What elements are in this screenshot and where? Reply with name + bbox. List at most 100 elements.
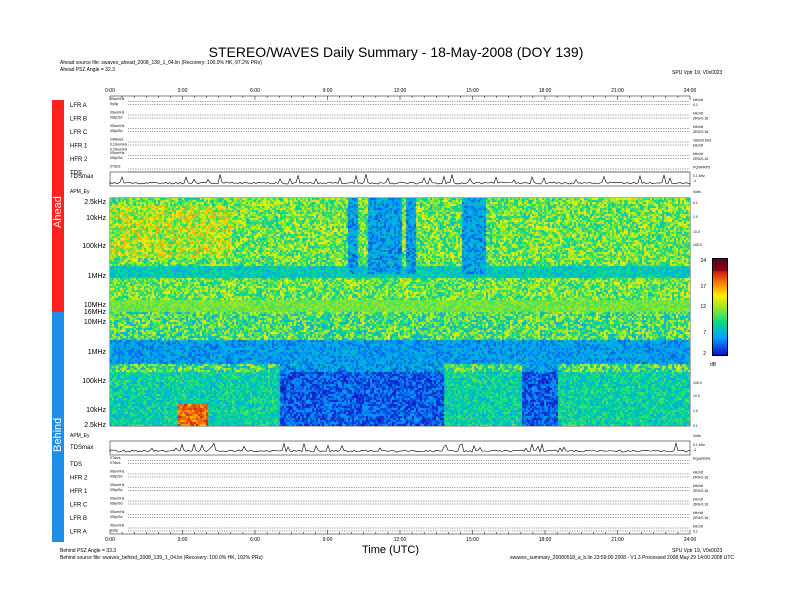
- behind-row-sublabel: 0Tds/s: [110, 461, 121, 465]
- time-tick-label-bottom: 15:00: [466, 537, 479, 543]
- behind-row-right-label: kHz/dt: [693, 471, 703, 475]
- behind-angle-text: Behind PSZ Angle = 33.3: [60, 548, 117, 554]
- ahead-angle-text: Ahead PSZ Angle = 32.3: [60, 67, 115, 73]
- tdsmax-ahead-frame: [109, 171, 691, 187]
- colorbar-tick-label: 2: [703, 351, 706, 357]
- ahead-row-sublabel: 0.2Sum/Hz: [110, 148, 128, 152]
- ahead-right-text: SPU Vptr 19, V0x0023: [672, 70, 723, 76]
- behind-row-right-label: 0.1: [693, 530, 698, 534]
- tdsmax-behind-right: 0.1 kHz: [693, 443, 705, 447]
- behind-row-right-label: ZRG/0.16: [693, 476, 708, 480]
- time-tick-label-top: 21:00: [611, 88, 624, 94]
- page-title: STEREO/WAVES Daily Summary - 18-May-2008…: [208, 44, 584, 60]
- ahead-row-sublabel: GWaves: [110, 138, 124, 142]
- right-freq-label-behind: 100.0: [693, 381, 702, 385]
- time-tick-label-bottom: 21:00: [611, 537, 624, 543]
- time-tick-label-top: 18:00: [539, 88, 552, 94]
- behind-right-text-2: swaves_summary_20080518_a_b.lin 23:59:00…: [510, 555, 735, 561]
- ahead-row-label: HFR 2: [70, 157, 88, 163]
- ahead-row-right-label: ZRG/0.16: [693, 130, 708, 134]
- behind-row-sublabel: 0Sum/Hz: [110, 483, 125, 487]
- freq-label-middle: 16MHz: [84, 309, 107, 316]
- right-freq-label-behind: 0.1: [693, 424, 698, 428]
- ahead-row-sublabel: 0Sum/Hz: [110, 151, 125, 155]
- behind-row-label: LFR B: [70, 516, 87, 522]
- colorbar-tick-label: 12: [700, 304, 706, 310]
- tdsmax-ahead-label: TDSmax: [70, 174, 93, 180]
- behind-row-right-label: kHz/dt: [693, 484, 703, 488]
- freq-label-behind: 2.5kHz: [84, 422, 106, 429]
- ahead-row-right-label: kHz/dt: [693, 112, 703, 116]
- behind-row-sublabel: 0Tds/s: [110, 456, 121, 460]
- ahead-source-text: Ahead source file: swaves_ahead_2008_139…: [60, 60, 262, 66]
- ahead-row-label: HFR 1: [70, 144, 88, 150]
- ahead-row-right-label: 0.1: [693, 103, 698, 107]
- behind-right-text-1: SPU Vptr 19, V0x0023: [672, 548, 723, 554]
- tdsmax-behind-frame: [109, 440, 691, 456]
- time-tick-label-bottom: 6:00: [250, 537, 260, 543]
- behind-row-right-label: PQ/0FRPS: [693, 457, 711, 461]
- ahead-row-right-label: kHz/dt: [693, 98, 703, 102]
- colorbar-unit-label: dB: [710, 362, 717, 368]
- colorbar: [712, 258, 728, 356]
- behind-row-sublabel: 0Sum/Hz: [110, 470, 125, 474]
- ahead-row-sublabel: 0SIp/Sd: [110, 129, 123, 133]
- freq-label-behind: 1MHz: [88, 349, 107, 356]
- behind-row-label: LFR C: [70, 503, 88, 509]
- time-tick-label-bottom: 12:00: [394, 537, 407, 543]
- tdsmax-ahead-right: -1: [693, 179, 696, 183]
- tdsmax-behind-right: -1: [693, 448, 696, 452]
- ahead-row-right-label: kHz/dt: [693, 125, 703, 129]
- time-tick-label-bottom: 24:00: [684, 537, 697, 543]
- behind-row-sublabel: 0Sum/Hz: [110, 510, 125, 514]
- colorbar-tick-label: 17: [700, 284, 706, 290]
- ahead-row-label: LFR C: [70, 130, 88, 136]
- time-tick-label-top: 12:00: [394, 88, 407, 94]
- right-freq-label-ahead: 100.0: [693, 243, 702, 247]
- ahead-row-sublabel: 0Sum/Hz: [110, 124, 125, 128]
- freq-label-ahead: 10MHz: [84, 302, 107, 309]
- ahead-row-label: LFR B: [70, 117, 87, 123]
- ahead-row-label: TDS: [70, 171, 82, 177]
- apm-behind-label: APM_Ey: [70, 433, 90, 439]
- ahead-row-right-label: ZRG/0.16: [693, 157, 708, 161]
- behind-row-label: HFR 1: [70, 489, 88, 495]
- freq-label-ahead: 1MHz: [88, 273, 107, 280]
- behind-row-sublabel: 0SIp/Sd: [110, 502, 123, 506]
- ahead-row-sublabel: 0Sum/Hz: [110, 97, 125, 101]
- behind-row-sublabel: SySp: [110, 529, 118, 533]
- apm-ahead-label: APM_Ey: [70, 189, 90, 195]
- time-tick-label-bottom: 0:00: [105, 537, 115, 543]
- behind-row-sublabel: 0Sum/Hz: [110, 524, 125, 528]
- ahead-row-right-label: PQ/0FRPS: [693, 166, 711, 170]
- freq-label-behind: 10MHz: [84, 319, 107, 326]
- behind-row-right-label: kHz/dt: [693, 525, 703, 529]
- tdsmax-behind-series-line: [109, 442, 691, 454]
- behind-row-sublabel: 0Sum/Hz: [110, 497, 125, 501]
- time-tick-label-top: 0:00: [105, 88, 115, 94]
- colorbar-tick-label: 24: [700, 258, 706, 264]
- tdsmax-ahead-right: 0.1 kHz: [693, 174, 705, 178]
- behind-row-right-label: kHz/dt: [693, 511, 703, 515]
- right-freq-label-ahead: 10.0: [693, 230, 700, 234]
- behind-row-right-label: kHz/dt: [693, 498, 703, 502]
- colorbar-tick-label: 7: [703, 330, 706, 336]
- behind-row-sublabel: 0SIp/Sd: [110, 488, 123, 492]
- behind-row-right-label: ZRG/0.16: [693, 503, 708, 507]
- freq-label-behind: 10kHz: [86, 407, 106, 414]
- freq-label-ahead: 100kHz: [82, 243, 106, 250]
- time-tick-label-top: 24:00: [684, 88, 697, 94]
- apm-behind-right: Volts: [693, 434, 701, 438]
- spectrogram: [110, 198, 690, 426]
- ahead-row-sublabel: 0Sum/Hz: [110, 111, 125, 115]
- right-freq-label-ahead: 1.0: [693, 215, 698, 219]
- tdsmax-ahead-series-line: [109, 174, 691, 185]
- x-axis-label: Time (UTC): [362, 544, 420, 556]
- time-tick-label-top: 9:00: [323, 88, 333, 94]
- apm-ahead-right: Volts: [693, 190, 701, 194]
- behind-source-text: Behind source file: swaves_behind_2008_1…: [60, 555, 263, 561]
- ahead-row-right-label: kHz/dt: [693, 144, 703, 148]
- freq-label-ahead: 2.5kHz: [84, 199, 106, 206]
- time-tick-label-bottom: 9:00: [323, 537, 333, 543]
